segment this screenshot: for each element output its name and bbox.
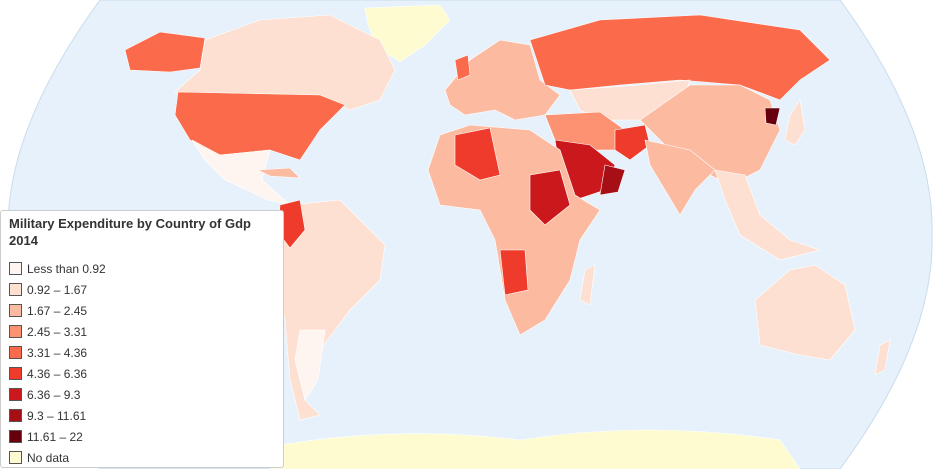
legend-label: 9.3 – 11.61	[27, 408, 87, 423]
usa	[174, 91, 346, 161]
legend: Military Expenditure by Country of Gdp 2…	[0, 210, 284, 468]
algeria	[454, 127, 501, 181]
antarctica	[269, 429, 801, 469]
legend-items: Less than 0.92 0.92 – 1.67 1.67 – 2.45 2.45…	[9, 258, 275, 468]
legend-label: 2.45 – 3.31	[27, 324, 88, 339]
legend-swatch	[9, 388, 22, 401]
legend-swatch	[9, 451, 22, 464]
sudan	[529, 169, 571, 226]
legend-item: 1.67 – 2.45	[9, 300, 275, 321]
legend-swatch	[9, 304, 22, 317]
legend-swatch	[9, 367, 22, 380]
madagascar	[579, 264, 596, 306]
legend-label: 0.92 – 1.67	[27, 282, 88, 297]
canada	[174, 14, 396, 111]
new-zealand	[874, 339, 891, 376]
legend-label: 6.36 – 9.3	[27, 387, 81, 402]
argentina	[294, 329, 326, 401]
se-asia	[714, 169, 822, 261]
legend-label: 1.67 – 2.45	[27, 303, 88, 318]
japan	[784, 99, 806, 146]
legend-label: 11.61 – 22	[27, 429, 83, 444]
india	[644, 139, 716, 216]
greenland	[364, 4, 451, 63]
legend-item: 4.36 – 6.36	[9, 363, 275, 384]
legend-swatch	[9, 325, 22, 338]
legend-item: 3.31 – 4.36	[9, 342, 275, 363]
angola	[499, 249, 529, 296]
alaska	[124, 31, 206, 73]
europe	[444, 39, 561, 121]
legend-item: No data	[9, 447, 275, 468]
legend-swatch	[9, 346, 22, 359]
afghanistan	[614, 124, 651, 161]
legend-swatch	[9, 262, 22, 275]
legend-swatch	[9, 430, 22, 443]
legend-item: Less than 0.92	[9, 258, 275, 279]
legend-title: Military Expenditure by Country of Gdp 2…	[9, 216, 251, 248]
legend-item: 6.36 – 9.3	[9, 384, 275, 405]
legend-item: 11.61 – 22	[9, 426, 275, 447]
legend-label: Less than 0.92	[27, 261, 106, 276]
legend-item: 2.45 – 3.31	[9, 321, 275, 342]
legend-label: No data	[27, 450, 70, 465]
oman	[599, 164, 626, 196]
legend-item: 0.92 – 1.67	[9, 279, 275, 300]
north-korea	[764, 107, 781, 126]
legend-label: 3.31 – 4.36	[27, 345, 88, 360]
uk	[454, 54, 471, 81]
australia	[754, 264, 856, 361]
legend-swatch	[9, 283, 22, 296]
cuba	[256, 167, 301, 179]
legend-swatch	[9, 409, 22, 422]
legend-label: 4.36 – 6.36	[27, 366, 88, 381]
legend-item: 9.3 – 11.61	[9, 405, 275, 426]
